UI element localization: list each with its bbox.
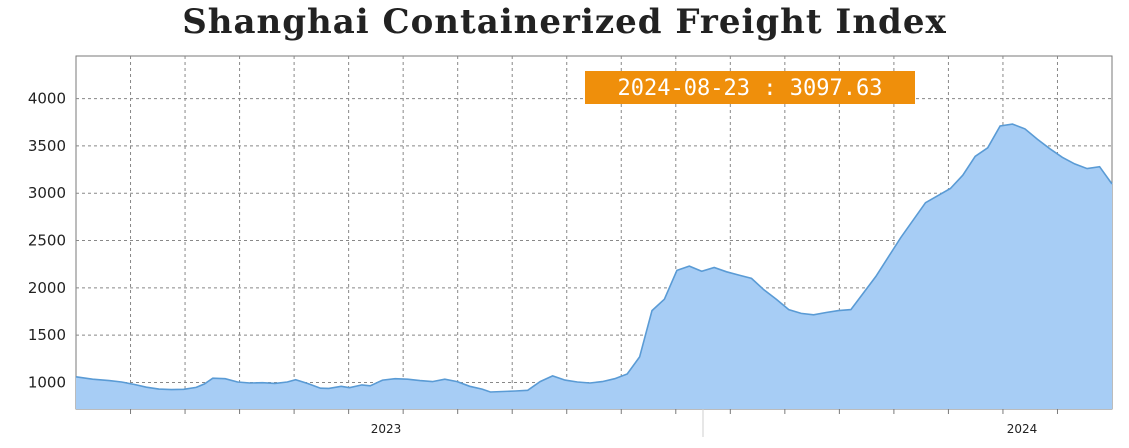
y-tick-label: 2000	[28, 279, 66, 297]
x-tick-label: 2024	[1007, 422, 1038, 436]
series-line	[75, 123, 1113, 393]
y-tick-label: 1000	[28, 374, 66, 392]
y-tick-label: 4000	[28, 90, 66, 108]
hover-tooltip: 2024-08-23 : 3097.63	[585, 71, 915, 104]
x-axis-ticks: 2023 2024	[371, 409, 1038, 437]
y-tick-label: 3000	[28, 184, 66, 202]
x-tick-label: 2023	[371, 422, 402, 436]
y-tick-label: 1500	[28, 326, 66, 344]
series-area	[76, 124, 1112, 409]
hover-tooltip-text: 2024-08-23 : 3097.63	[618, 76, 883, 101]
y-axis-ticks: 1000 1500 2000 2500 3000 3500 4000	[28, 90, 66, 392]
hover-tooltip-box	[585, 71, 915, 104]
chart-title: Shanghai Containerized Freight Index	[182, 2, 947, 42]
y-tick-label: 2500	[28, 232, 66, 250]
y-tick-label: 3500	[28, 137, 66, 155]
